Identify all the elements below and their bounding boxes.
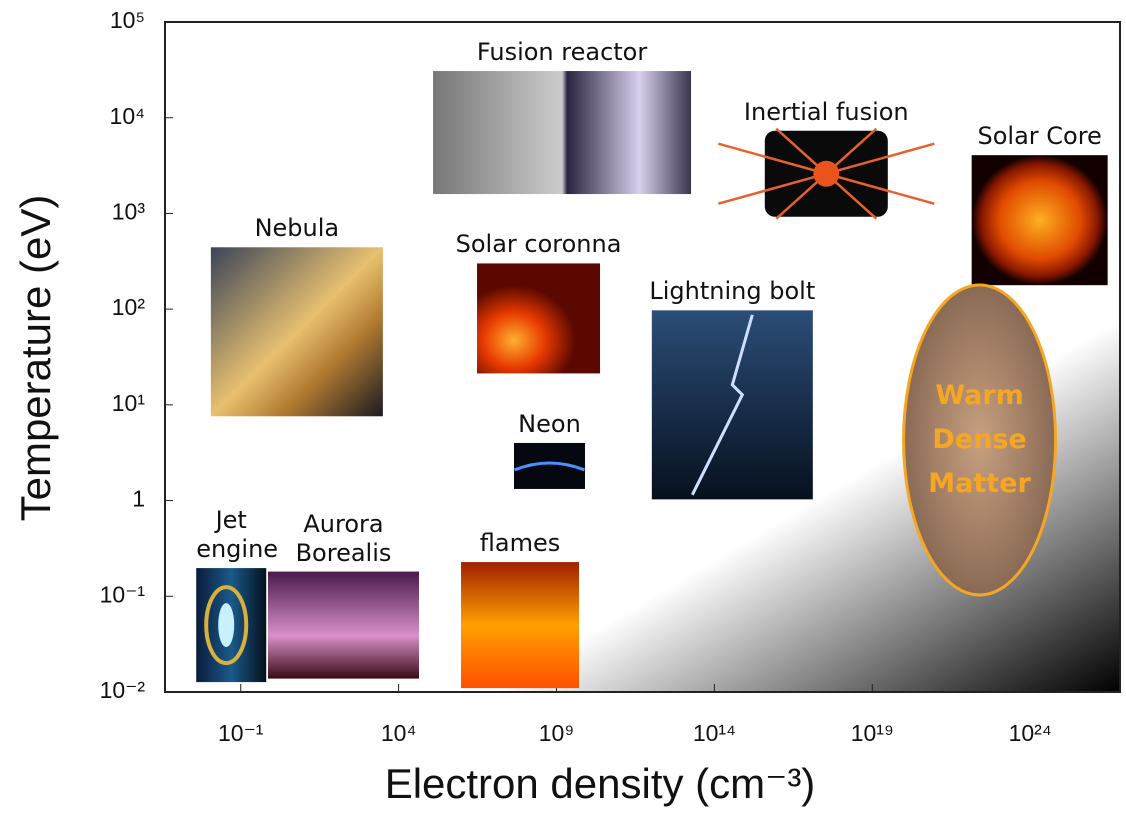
x-axis-title: Electron density (cm⁻³) (385, 760, 816, 807)
y-tick-label: 10⁵ (110, 7, 145, 33)
x-tick-label: 10¹⁹ (851, 720, 894, 746)
region-label: Lightning bolt (649, 277, 816, 306)
region-image (433, 71, 692, 195)
region-label: Inertial fusion (743, 97, 909, 126)
x-tick-label: 10¹⁴ (693, 720, 736, 746)
region (971, 155, 1108, 286)
highlight-region (902, 283, 1058, 597)
y-tick-label: 10⁴ (110, 103, 145, 129)
region-label: Nebula (254, 214, 340, 243)
engine-core (218, 603, 235, 648)
y-tick-label: 10² (112, 294, 146, 320)
bolt (690, 314, 754, 496)
y-tick-label: 10¹ (112, 390, 146, 416)
region-label: Neon (518, 409, 581, 438)
region-image (461, 562, 580, 689)
region (210, 247, 383, 417)
region-label: Aurora Borealis (295, 509, 392, 567)
region-label: Solar Core (977, 122, 1102, 151)
x-tick-label: 10²⁴ (1009, 720, 1052, 746)
region-image (651, 310, 813, 500)
y-tick-label: 10⁻² (100, 677, 146, 703)
x-tick-label: 10⁻¹ (218, 720, 264, 746)
neon-glow (513, 461, 586, 472)
x-tick-label: 10⁴ (381, 720, 416, 746)
y-axis-title: Temperature (eV) (12, 195, 59, 522)
region (196, 568, 267, 683)
highlight-label: Warm Dense Matter (928, 379, 1031, 499)
region (513, 442, 586, 489)
region-label: flames (479, 529, 561, 558)
region (717, 127, 935, 220)
region (477, 263, 601, 374)
x-tick-label: 10⁹ (539, 720, 574, 746)
region (461, 562, 580, 689)
region-label: Solar coronna (455, 230, 622, 259)
region-label: Fusion reactor (476, 38, 648, 67)
y-tick-label: 1 (132, 486, 145, 512)
engine-ring (204, 585, 249, 666)
region-image (268, 571, 420, 679)
region (268, 571, 420, 679)
y-tick-label: 10⁻¹ (100, 581, 146, 607)
region (433, 71, 692, 195)
region-image (477, 263, 601, 374)
region-image (210, 247, 383, 417)
region (651, 310, 813, 500)
region-image (971, 155, 1108, 286)
target (813, 160, 840, 187)
region-label: Jet engine (196, 506, 279, 564)
y-tick-label: 10³ (112, 199, 146, 225)
